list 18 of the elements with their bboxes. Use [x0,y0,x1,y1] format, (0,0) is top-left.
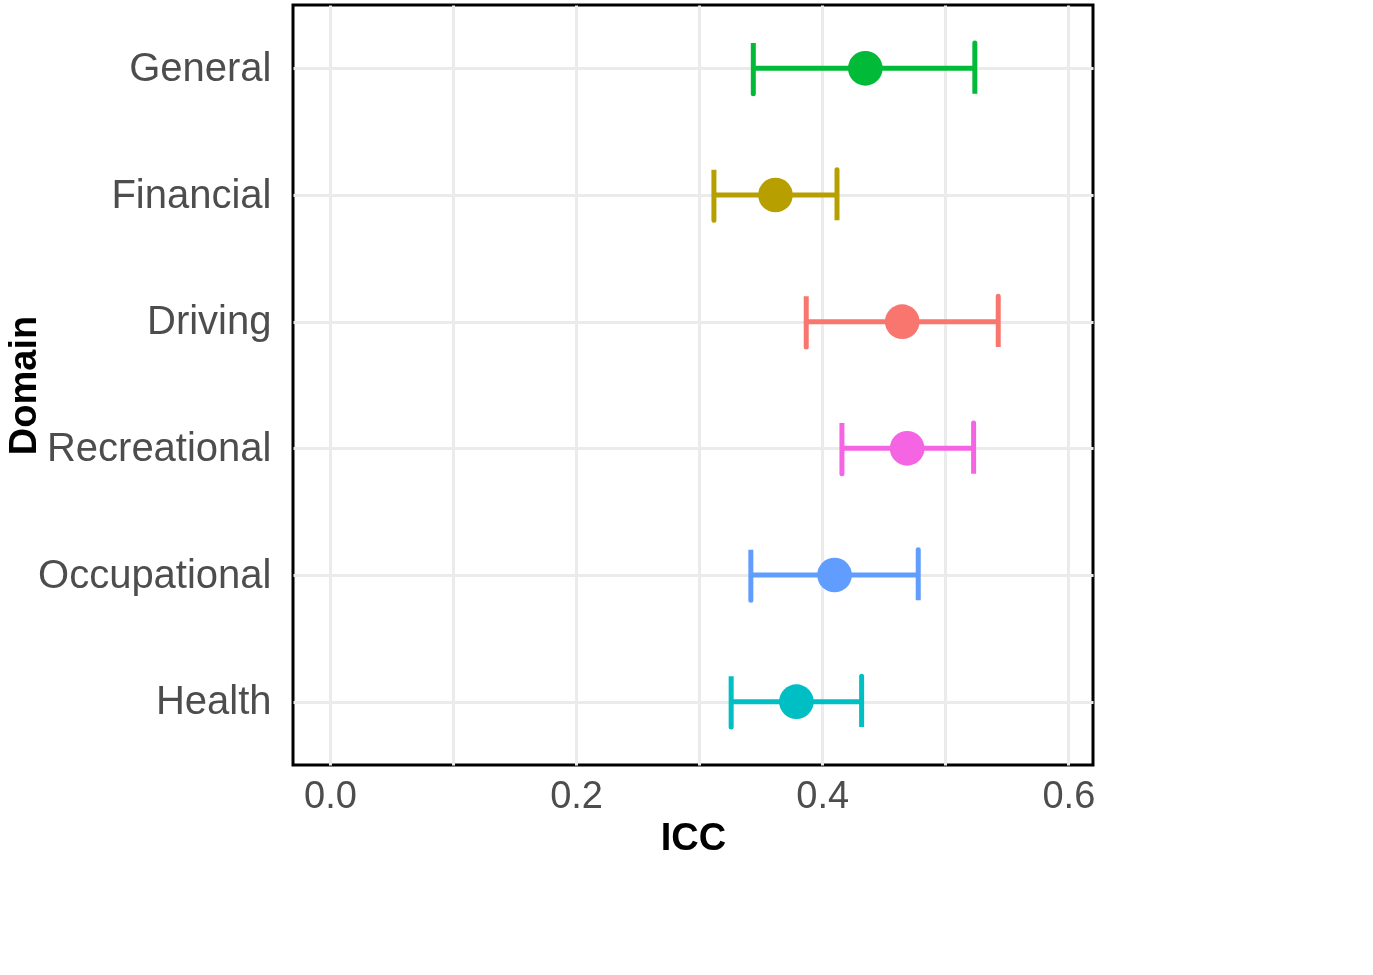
y-tick-label: General [129,44,272,89]
point [758,177,793,213]
x-tick-label: 0.6 [1042,773,1096,816]
x-axis-title: ICC [660,815,727,858]
point [779,684,814,719]
point [847,51,883,86]
point [817,557,852,593]
y-axis-title: Domain [1,315,44,456]
point [884,304,920,339]
x-tick-label: 0.2 [550,773,603,816]
y-tick-label: Financial [111,171,272,216]
y-tick-label: Occupational [38,551,272,596]
y-tick-label: Recreational [46,424,272,469]
y-tick-label: Driving [147,298,272,343]
x-tick-label: 0.0 [304,773,357,816]
point [889,431,925,466]
y-tick-label: Health [155,678,272,723]
x-tick-label: 0.4 [796,773,850,816]
